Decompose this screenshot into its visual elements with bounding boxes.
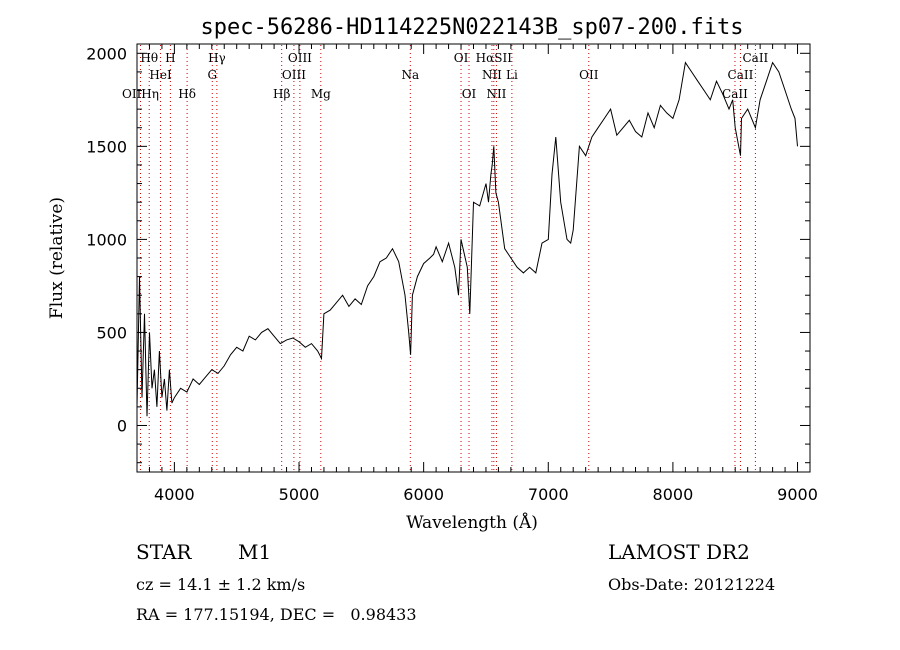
- spectral-line-label: HαSII: [476, 51, 513, 65]
- spectral-line-label: Hγ: [208, 51, 226, 65]
- spectral-line-label: Li: [506, 68, 518, 82]
- spectral-line-label: Hδ: [178, 87, 196, 101]
- spectral-line-label: HeI: [149, 68, 172, 82]
- observation-date: Obs-Date: 20121224: [608, 575, 776, 594]
- spectral-line-label: OIII: [288, 51, 312, 65]
- x-tick-label: 4000: [154, 485, 195, 504]
- y-axis-ticks: 0 500 1000 1500 2000: [86, 44, 810, 464]
- spectral-line-label: CaII: [722, 87, 748, 101]
- y-tick-label: 1000: [86, 230, 127, 249]
- x-tick-label: 8000: [653, 485, 694, 504]
- x-tick-label: 5000: [279, 485, 320, 504]
- plot-frame: [136, 43, 811, 473]
- spectral-line-label: NII: [482, 68, 502, 82]
- spectral-line-label: OI: [454, 51, 469, 65]
- spectral-line-label: OII: [579, 68, 599, 82]
- spectral-line-label: Mg: [311, 87, 331, 101]
- y-tick-label: 0: [117, 416, 127, 435]
- x-axis-ticks: 4000 5000 6000 7000 8000 9000: [136, 44, 818, 504]
- spectral-line-label: OIIHη: [122, 87, 159, 101]
- x-tick-label: 6000: [403, 485, 444, 504]
- spectrum-series-line: [136, 61, 798, 417]
- spectral-line-label: Hβ: [273, 87, 290, 101]
- coordinates: RA = 177.15194, DEC = 0.98433: [136, 605, 417, 624]
- x-tick-label: 7000: [528, 485, 569, 504]
- x-axis-label: Wavelength (Å): [406, 512, 538, 533]
- spectral-line-label: OIII: [282, 68, 306, 82]
- spectral-line-label: Hθ: [140, 51, 158, 65]
- redshift-cz: cz = 14.1 ± 1.2 km/s: [136, 575, 306, 594]
- y-tick-label: 1500: [86, 137, 127, 156]
- y-axis-label: Flux (relative): [47, 197, 67, 319]
- spectral-line-label: G: [207, 68, 217, 82]
- spectral-line-label: CaII: [728, 68, 754, 82]
- spectral-line-label: H: [165, 51, 175, 65]
- y-tick-label: 2000: [86, 44, 127, 63]
- spectral-line-label: NII: [486, 87, 506, 101]
- survey-name: LAMOST DR2: [608, 540, 750, 564]
- y-tick-label: 500: [96, 323, 127, 342]
- chart-title: spec-56286-HD114225N022143B_sp07-200.fit…: [200, 15, 743, 40]
- spectral-line-label: CaII: [742, 51, 768, 65]
- spectral-line-label: OI: [462, 87, 477, 101]
- spectral-line-label: Na: [401, 68, 419, 82]
- x-tick-label: 9000: [777, 485, 818, 504]
- object-class: STAR: [136, 540, 192, 564]
- object-subclass: M1: [238, 540, 272, 564]
